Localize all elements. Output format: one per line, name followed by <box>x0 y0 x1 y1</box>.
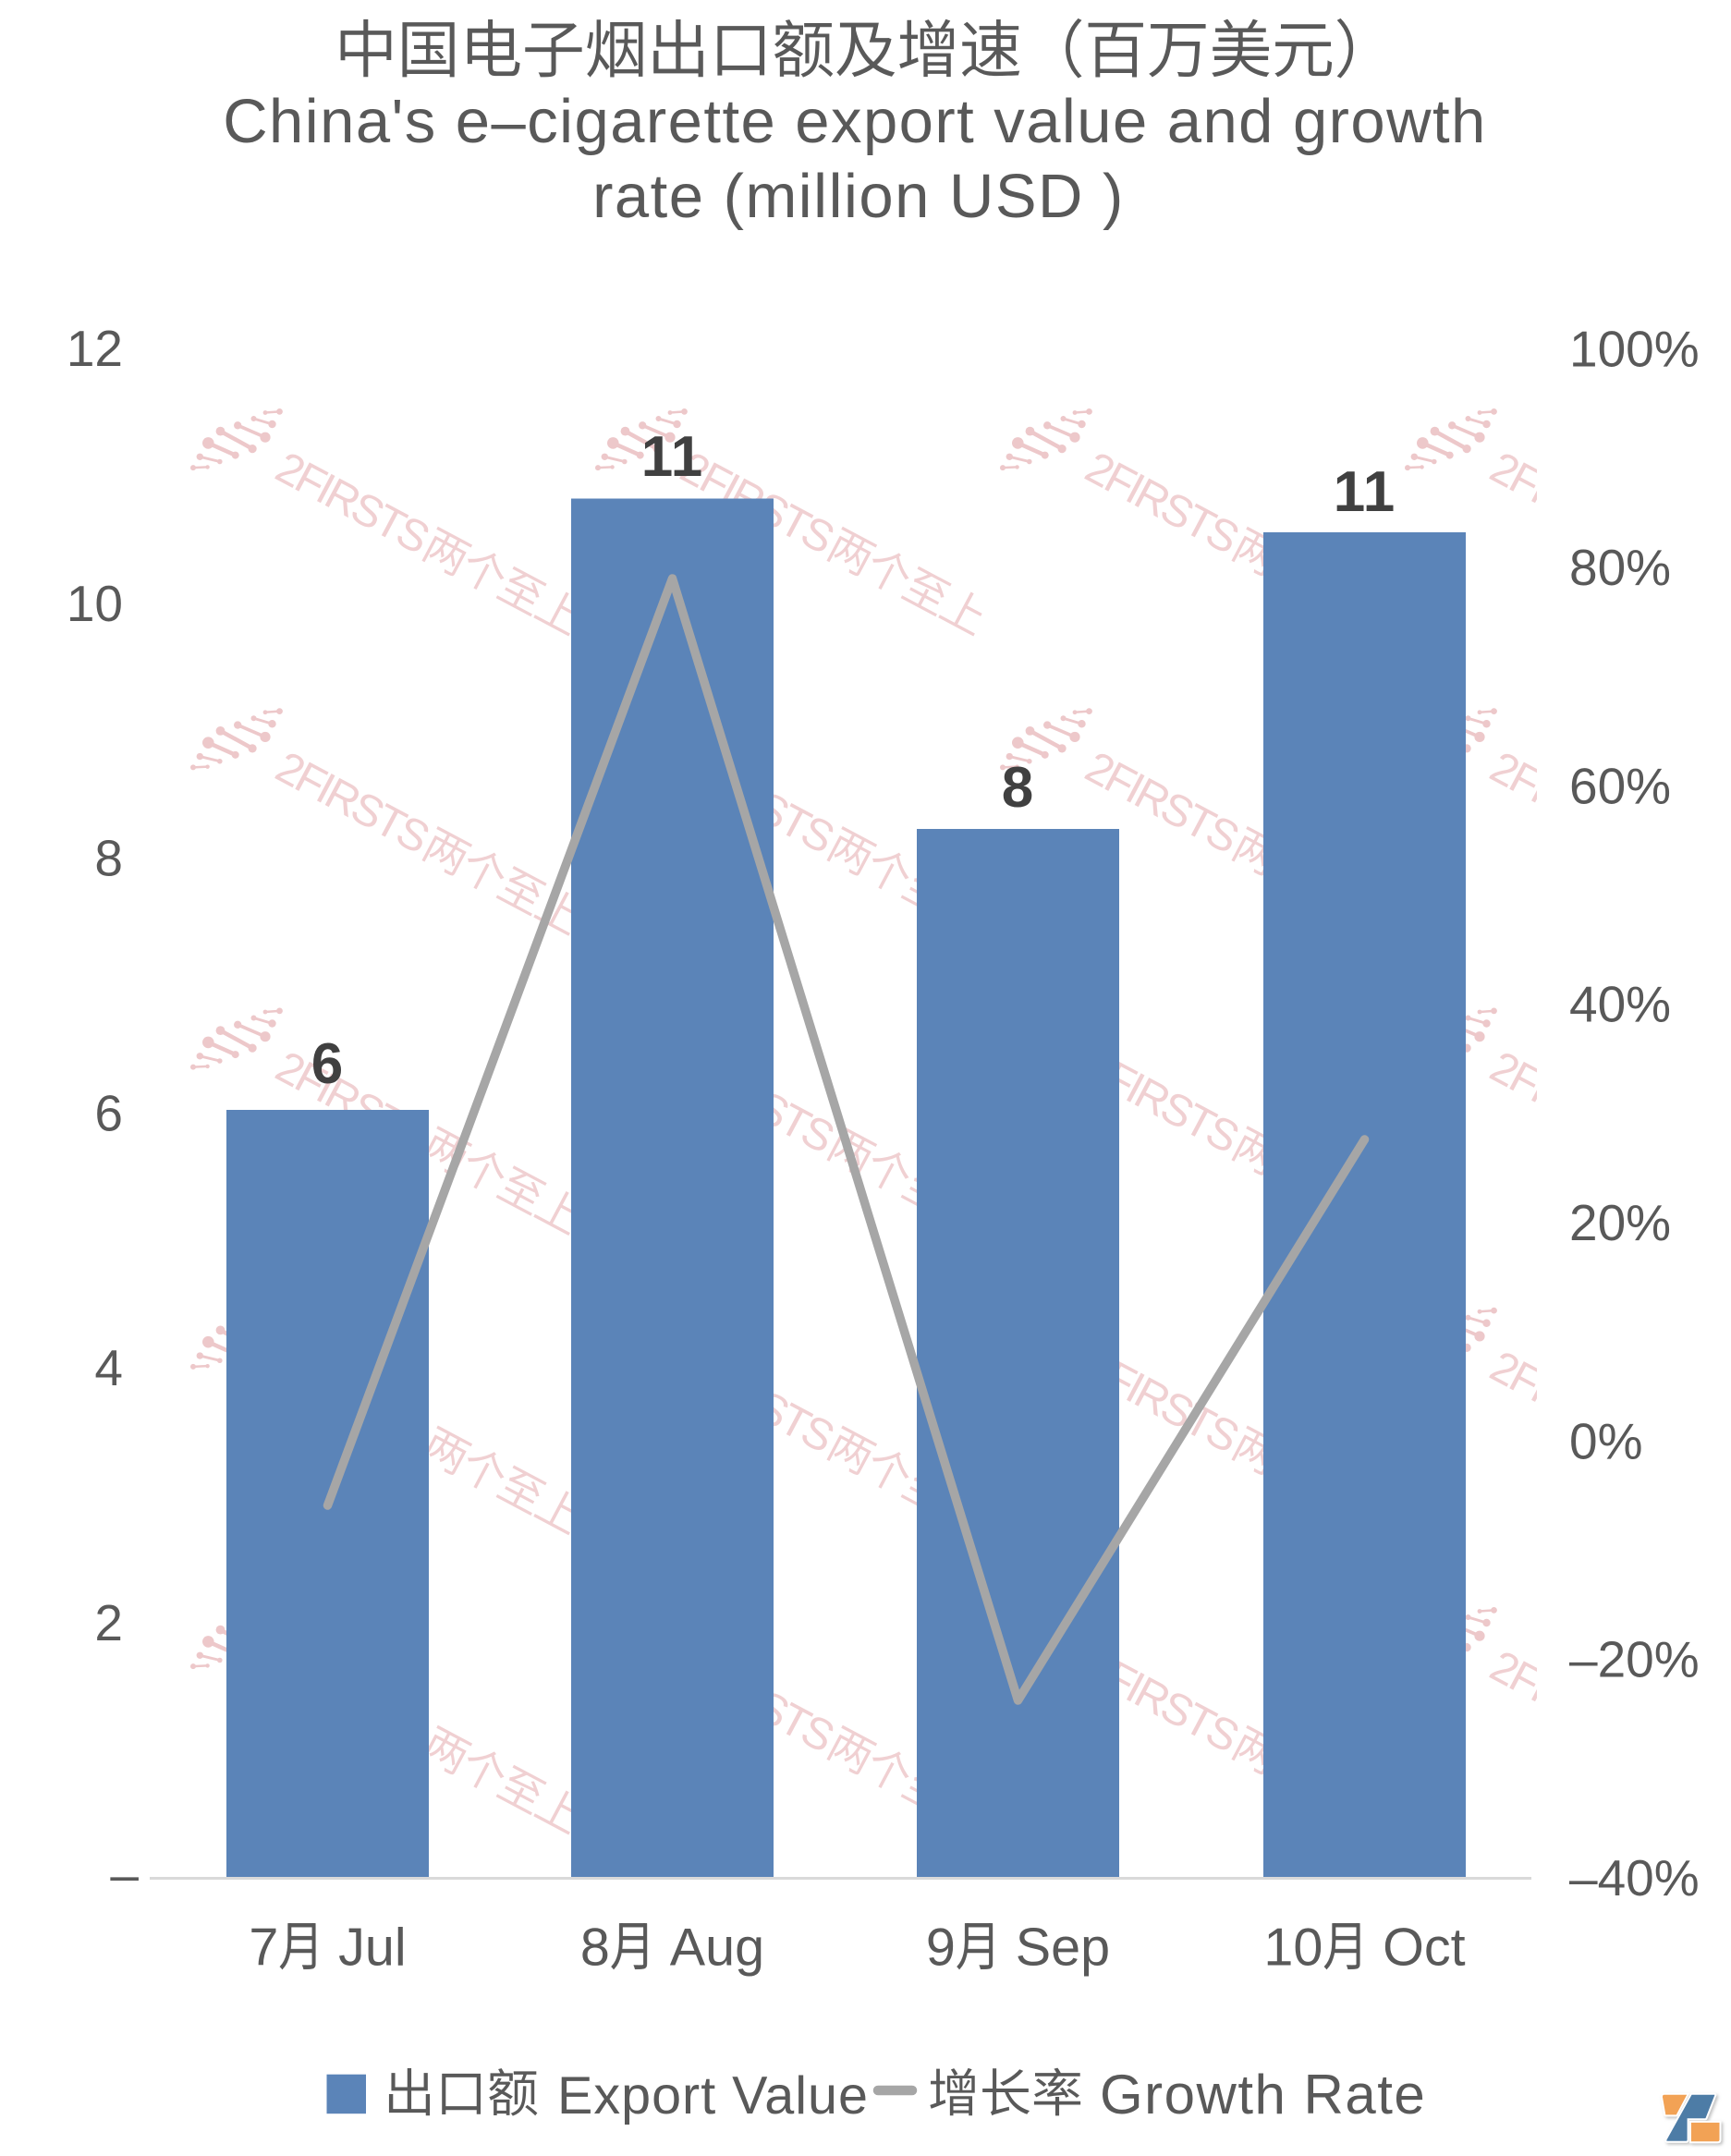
svg-text:80%: 80% <box>1569 539 1671 596</box>
svg-text:Oct: Oct <box>1383 1918 1465 1978</box>
svg-text:10: 10 <box>67 575 123 632</box>
svg-text:40%: 40% <box>1569 976 1671 1033</box>
svg-text:12: 12 <box>67 320 123 377</box>
svg-text:0%: 0% <box>1569 1412 1643 1469</box>
svg-text:7: 7 <box>249 1918 278 1978</box>
svg-text:–: – <box>110 1845 139 1903</box>
svg-text:9: 9 <box>926 1918 956 1978</box>
svg-text:8: 8 <box>94 830 123 887</box>
svg-text:Export Value: Export Value <box>557 2066 869 2126</box>
svg-text:60%: 60% <box>1569 757 1671 814</box>
svg-text:2: 2 <box>94 1594 123 1651</box>
svg-text:11: 11 <box>641 425 704 489</box>
svg-text:100%: 100% <box>1569 321 1700 378</box>
svg-text:rate (million USD ): rate (million USD ) <box>592 162 1125 231</box>
svg-text:4: 4 <box>94 1339 123 1396</box>
svg-text:6: 6 <box>94 1084 123 1141</box>
svg-text:Growth Rate: Growth Rate <box>1100 2064 1426 2126</box>
svg-text:Sep: Sep <box>1016 1918 1110 1978</box>
svg-text:China's e–cigarette export val: China's e–cigarette export value and gro… <box>223 87 1487 156</box>
svg-text:Jul: Jul <box>338 1918 407 1978</box>
svg-text:10: 10 <box>1263 1918 1323 1978</box>
svg-text:20%: 20% <box>1569 1194 1671 1251</box>
svg-text:–40%: –40% <box>1569 1849 1700 1906</box>
svg-text:11: 11 <box>1334 460 1396 524</box>
svg-text:–20%: –20% <box>1569 1631 1700 1688</box>
svg-text:6: 6 <box>311 1032 344 1096</box>
svg-text:Aug: Aug <box>670 1918 764 1978</box>
svg-text:8: 8 <box>580 1918 610 1978</box>
svg-text:8: 8 <box>1002 756 1034 820</box>
